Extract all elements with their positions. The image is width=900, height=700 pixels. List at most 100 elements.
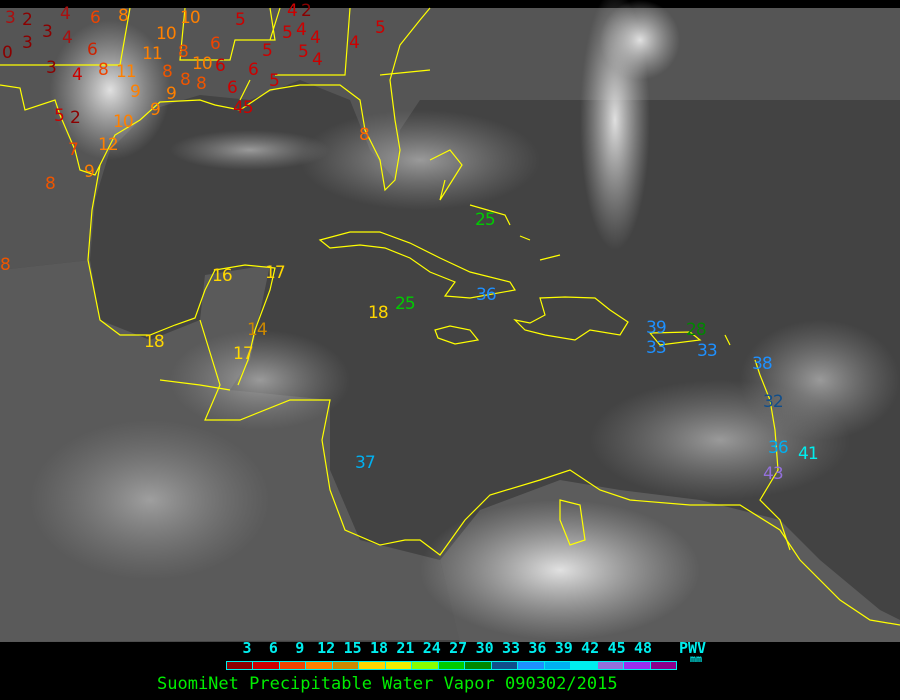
legend-swatch [359, 662, 386, 669]
pwv-station-value: 3 [5, 8, 16, 28]
pwv-station-value: 37 [355, 453, 376, 473]
pwv-station-value: 8 [178, 42, 189, 62]
pwv-station-value: 10 [156, 24, 177, 44]
legend-tick: 45 [607, 639, 626, 657]
pwv-station-value: 4 [72, 65, 83, 85]
cuba-outline [318, 231, 516, 299]
pwv-station-value: 38 [752, 354, 773, 374]
legend-tick: 36 [528, 639, 547, 657]
legend-tick: 21 [396, 639, 415, 657]
legend-swatch [438, 662, 466, 669]
pwv-station-value: 3 [22, 33, 33, 53]
pwv-station-value: 8 [118, 6, 129, 26]
pwv-station-value: 9 [84, 162, 95, 182]
pwv-station-value: 18 [144, 332, 165, 352]
image-title: SuomiNet Precipitable Water Vapor 090302… [157, 674, 618, 694]
pwv-station-value: 5 [269, 71, 280, 91]
legend-color-bar [226, 661, 677, 670]
legend-tick: 30 [475, 639, 494, 657]
pwv-station-value: 5 [375, 18, 386, 38]
legend-swatch [385, 662, 413, 669]
pwv-station-value: 2 [70, 108, 81, 128]
legend-swatch [650, 662, 676, 669]
pwv-station-value: 39 [646, 318, 667, 338]
pwv-station-value: 5 [262, 41, 273, 61]
pwv-station-value: 36 [476, 285, 497, 305]
color-legend: 3 6 9 12 15 18 21 24 27 30 33 36 39 42 45 48 PWV mm Suo… [0, 639, 900, 700]
pwv-station-value: 14 [247, 320, 268, 340]
pwv-station-value: 17 [233, 344, 254, 364]
puerto-rico-outline [648, 331, 702, 346]
pwv-station-value: 4 [312, 50, 323, 70]
pwv-station-value: 8 [45, 174, 56, 194]
legend-swatch [306, 662, 333, 669]
pwv-station-value: 28 [686, 320, 707, 340]
land-us [0, 8, 900, 270]
pwv-station-value: 11 [116, 62, 137, 82]
legend-tick: 3 [242, 639, 252, 657]
pwv-station-value: 8 [98, 60, 109, 80]
legend-swatch [544, 662, 572, 669]
pwv-station-value: 8 [180, 70, 191, 90]
pwv-station-value: 17 [265, 263, 286, 283]
legend-tick: 42 [581, 639, 600, 657]
pwv-station-value: 10 [180, 8, 201, 28]
pwv-station-value: 3 [46, 58, 57, 78]
pwv-station-value: 33 [697, 341, 718, 361]
legend-tick: 6 [268, 639, 278, 657]
pwv-station-value: 5 [235, 10, 246, 30]
pwv-station-value: 6 [210, 34, 221, 54]
hispaniola-outline [513, 296, 629, 341]
pwv-station-value: 2 [22, 10, 33, 30]
pwv-station-value: 9 [166, 84, 177, 104]
pwv-station-value: 4 [287, 1, 298, 21]
pwv-station-value: 36 [768, 438, 789, 458]
pwv-station-value: 8 [162, 62, 173, 82]
legend-swatch [624, 662, 651, 669]
pwv-station-value: 45 [233, 98, 254, 118]
pwv-station-value: 8 [196, 74, 207, 94]
legend-unit: mm [690, 654, 703, 665]
pwv-station-value: 4 [60, 4, 71, 24]
legend-tick: 18 [369, 639, 389, 657]
legend-tick: 24 [422, 639, 441, 657]
pwv-station-value: 33 [646, 338, 667, 358]
legend-swatch [465, 662, 492, 669]
legend-swatch [412, 662, 439, 669]
legend-swatch [597, 662, 625, 669]
pwv-station-value: 12 [98, 135, 119, 155]
pwv-station-value: 25 [395, 294, 416, 314]
pwv-station-value: 32 [763, 392, 784, 412]
pwv-station-value: 6 [215, 56, 226, 76]
pwv-station-value: 5 [282, 23, 293, 43]
legend-swatch [518, 662, 545, 669]
pwv-station-value: 4 [296, 20, 307, 40]
pwv-station-value: 8 [359, 125, 370, 145]
legend-tick: 48 [633, 639, 653, 657]
pwv-station-value: 2 [301, 1, 312, 21]
pwv-station-value: 16 [212, 266, 233, 286]
pwv-station-value: 0 [2, 43, 13, 63]
pwv-station-value: 9 [130, 82, 141, 102]
pwv-station-value: 3 [42, 22, 53, 42]
pwv-station-value: 10 [113, 112, 134, 132]
pwv-station-value: 6 [87, 40, 98, 60]
legend-swatch [227, 662, 254, 669]
pwv-station-value: 8 [0, 255, 11, 275]
pwv-station-value: 9 [150, 100, 161, 120]
pwv-station-value: 25 [475, 210, 496, 230]
legend-tick: 39 [554, 639, 573, 657]
pwv-station-value: 4 [62, 28, 73, 48]
legend-tick: 33 [501, 639, 521, 657]
satellite-map [0, 0, 900, 642]
pwv-station-value: 4 [310, 28, 321, 48]
legend-swatch [571, 662, 598, 669]
pwv-station-value: 6 [248, 60, 259, 80]
pwv-station-value: 10 [192, 54, 213, 74]
pwv-station-value: 4 [349, 33, 360, 53]
legend-tick: 27 [449, 639, 468, 657]
jamaica-outline [434, 325, 480, 345]
legend-tick: 12 [317, 639, 336, 657]
legend-tick: 9 [295, 639, 305, 657]
legend-swatch [253, 662, 280, 669]
